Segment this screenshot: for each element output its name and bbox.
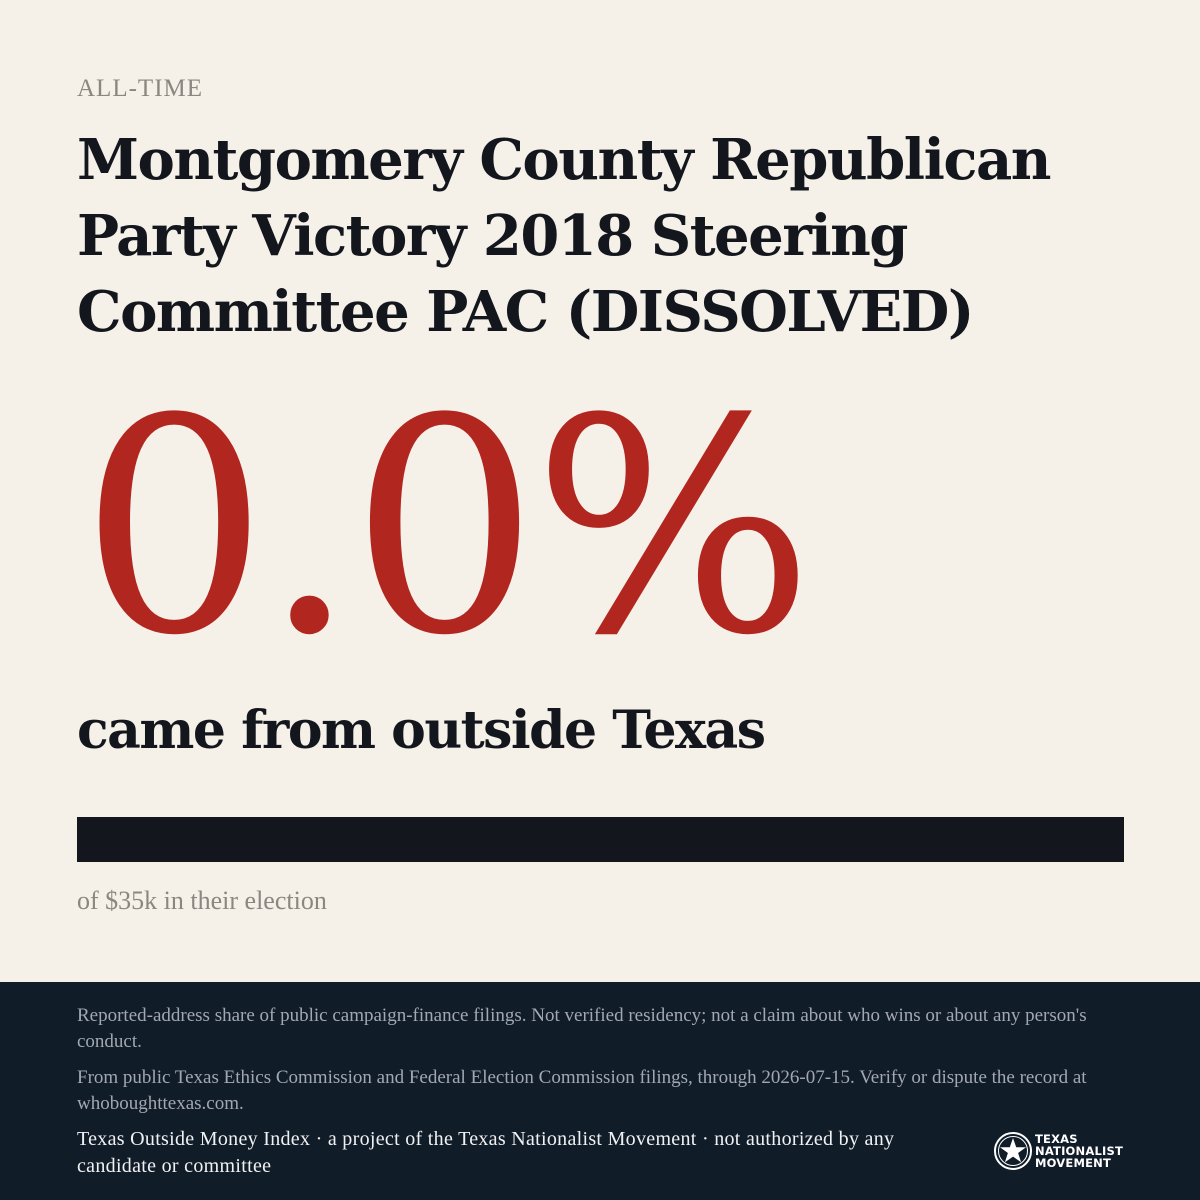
star-seal-icon xyxy=(994,1132,1032,1170)
total-raised-note: of $35k in their election xyxy=(77,886,327,915)
footer-source: From public Texas Ethics Commission and … xyxy=(77,1067,1087,1114)
logo-text-line-3: MOVEMENT xyxy=(1035,1156,1112,1170)
outside-share-percent: 0.0% xyxy=(80,355,814,700)
logo-text-line-1: TEXAS xyxy=(1035,1132,1078,1146)
eyebrow-label: ALL-TIME xyxy=(77,75,204,102)
footer-attribution: Texas Outside Money Index · a project of… xyxy=(77,1128,895,1177)
committee-title: Montgomery County Republican Party Victo… xyxy=(77,127,1051,345)
outside-share-bar xyxy=(77,817,1124,862)
outside-share-caption: came from outside Texas xyxy=(77,700,766,761)
footer-disclaimer: Reported-address share of public campaig… xyxy=(77,1005,1087,1052)
tnm-logo: TEXAS NATIONALIST MOVEMENT xyxy=(993,1131,1125,1173)
logo-text-line-2: NATIONALIST xyxy=(1035,1144,1123,1158)
